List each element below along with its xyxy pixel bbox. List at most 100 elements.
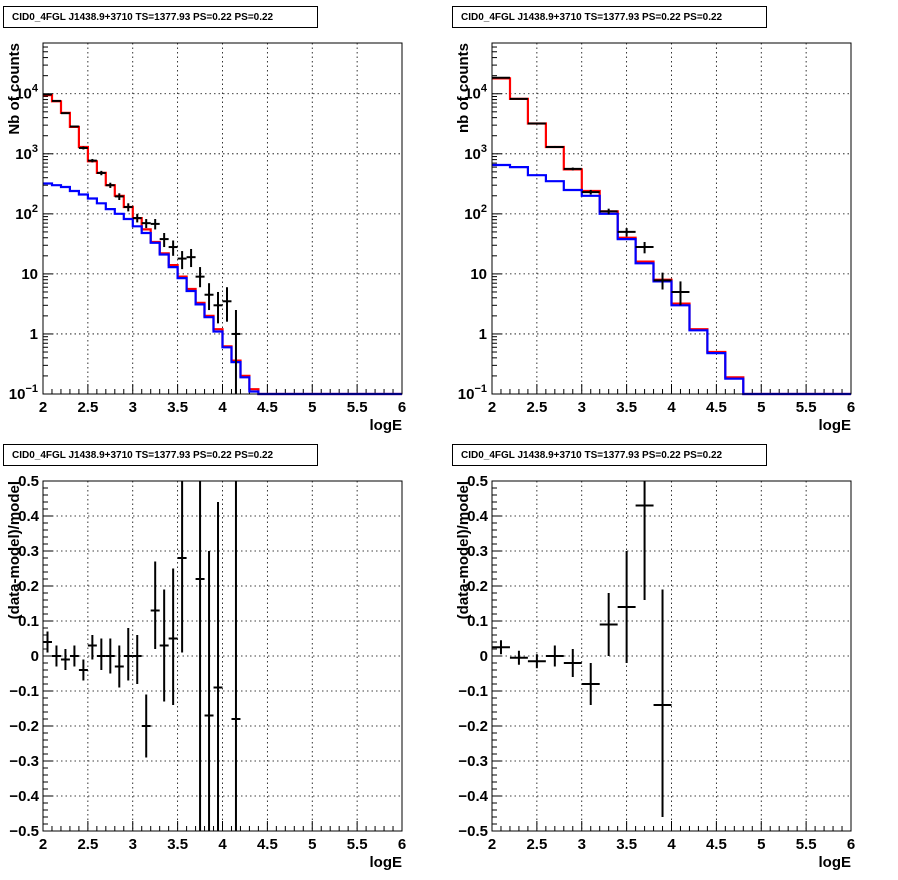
x-tick-label: 5 xyxy=(308,836,316,853)
x-minor-ticks xyxy=(491,821,852,831)
series-line-0 xyxy=(492,77,851,396)
y-tick-label: 0.3 xyxy=(18,543,39,560)
y-tick-label: −0.2 xyxy=(458,718,488,735)
x-tick-label: 6 xyxy=(847,836,855,853)
y-tick-label: 102 xyxy=(464,203,487,223)
y-tick-label: 0.5 xyxy=(18,473,39,490)
y-tick-label: 104 xyxy=(15,83,39,103)
x-tick-label: 6 xyxy=(398,836,406,853)
x-tick-label: 3.5 xyxy=(167,836,188,853)
data-points xyxy=(492,76,690,306)
y-tick-label: 103 xyxy=(15,143,38,163)
x-tick-label: 6 xyxy=(398,399,406,416)
y-tick-label: −0.5 xyxy=(458,823,488,840)
x-tick-label: 3 xyxy=(578,836,586,853)
plot-frame xyxy=(42,42,403,395)
x-tick-label: 3.5 xyxy=(616,836,637,853)
x-tick-label: 5.5 xyxy=(796,836,817,853)
x-tick-label: 2.5 xyxy=(77,836,98,853)
x-tick-label: 5 xyxy=(757,399,765,416)
x-minor-ticks xyxy=(42,821,403,831)
x-tick-label: 3 xyxy=(129,399,137,416)
y-tick-label: 10−1 xyxy=(9,383,38,403)
y-tick-label: 0.3 xyxy=(467,543,488,560)
x-tick-label: 4 xyxy=(218,399,227,416)
panel-title-bottom-left: CID0_4FGL J1438.9+3710 TS=1377.93 PS=0.2… xyxy=(3,444,318,466)
y-tick-label: 103 xyxy=(464,143,487,163)
data-points xyxy=(43,93,241,394)
x-minor-ticks xyxy=(42,384,403,394)
panel-1: 2 2.5 3 3.5 4 4.5 5 5.5 6 10−1 1 10 102 103 104 logE nb … xyxy=(455,42,855,434)
y-tick-label: 10−1 xyxy=(458,383,487,403)
panel-title-top-right: CID0_4FGL J1438.9+3710 TS=1377.93 PS=0.2… xyxy=(452,6,767,28)
plot-frame xyxy=(491,480,852,832)
y-tick-label: 104 xyxy=(464,83,488,103)
grid-lines xyxy=(492,43,851,394)
y-tick-label: 102 xyxy=(15,203,38,223)
x-tick-label: 3 xyxy=(578,399,586,416)
x-tick-label: 5 xyxy=(757,836,765,853)
y-tick-label: 0.4 xyxy=(18,508,40,525)
y-ticks xyxy=(492,42,502,395)
panel-0: 2 2.5 3 3.5 4 4.5 5 5.5 6 10−1 1 10 102 103 104 logE Nb … xyxy=(6,42,406,434)
x-tick-label: 2.5 xyxy=(77,399,98,416)
x-tick-label: 4.5 xyxy=(706,399,727,416)
x-tick-label: 5.5 xyxy=(347,399,368,416)
y-tick-label: 0.2 xyxy=(467,578,488,595)
x-tick-label: 4 xyxy=(667,399,676,416)
y-tick-label: −0.5 xyxy=(9,823,39,840)
y-ticks xyxy=(43,480,53,832)
residual-points xyxy=(492,481,672,817)
x-tick-label: 4 xyxy=(218,836,227,853)
x-tick-label: 2 xyxy=(39,399,47,416)
y-axis-label: Nb of counts xyxy=(6,43,23,135)
plot-frame xyxy=(42,480,403,832)
x-axis-label: logE xyxy=(370,417,403,434)
x-axis-label: logE xyxy=(370,854,403,871)
plot-frame xyxy=(491,42,852,395)
y-tick-label: 10 xyxy=(470,266,487,283)
y-tick-label: 10 xyxy=(21,266,38,283)
x-tick-label: 4.5 xyxy=(706,836,727,853)
y-tick-label: 0.2 xyxy=(18,578,39,595)
panel-title-top-left: CID0_4FGL J1438.9+3710 TS=1377.93 PS=0.2… xyxy=(3,6,318,28)
y-tick-label: −0.3 xyxy=(458,753,488,770)
x-tick-label: 4 xyxy=(667,836,676,853)
y-tick-label: 1 xyxy=(479,326,487,343)
y-axis-label: (data-model)/model xyxy=(6,481,23,619)
y-tick-label: 0 xyxy=(31,648,39,665)
x-tick-label: 2.5 xyxy=(526,399,547,416)
y-tick-label: −0.1 xyxy=(9,683,39,700)
grid-lines xyxy=(43,43,402,394)
y-tick-label: 0.1 xyxy=(467,613,488,630)
x-tick-label: 3.5 xyxy=(167,399,188,416)
y-ticks xyxy=(492,480,502,832)
residual-points xyxy=(43,481,241,831)
x-tick-label: 2 xyxy=(39,836,47,853)
panel-3: 2 2.5 3 3.5 4 4.5 5 5.5 6 −0.5 −0.4 −0.3 −0.2 −0.1 0 0.… xyxy=(455,473,855,871)
x-tick-label: 4.5 xyxy=(257,836,278,853)
y-tick-label: −0.4 xyxy=(9,788,39,805)
x-tick-label: 2 xyxy=(488,399,496,416)
x-tick-label: 5.5 xyxy=(796,399,817,416)
x-tick-label: 3.5 xyxy=(616,399,637,416)
y-tick-label: 0.1 xyxy=(18,613,39,630)
y-axis-label: nb of counts xyxy=(455,43,472,133)
x-tick-label: 3 xyxy=(129,836,137,853)
x-tick-label: 6 xyxy=(847,399,855,416)
y-tick-label: 0.4 xyxy=(467,508,489,525)
x-tick-label: 2.5 xyxy=(526,836,547,853)
x-tick-label: 5.5 xyxy=(347,836,368,853)
panel-2: 2 2.5 3 3.5 4 4.5 5 5.5 6 −0.5 −0.4 −0.3 −0.2 −0.1 0 0.… xyxy=(6,473,406,871)
x-axis-label: logE xyxy=(819,417,852,434)
y-tick-label: −0.4 xyxy=(458,788,488,805)
y-tick-label: 0 xyxy=(480,648,488,665)
x-tick-label: 5 xyxy=(308,399,316,416)
x-axis-label: logE xyxy=(819,854,852,871)
y-tick-label: 1 xyxy=(30,326,38,343)
panel-title-bottom-right: CID0_4FGL J1438.9+3710 TS=1377.93 PS=0.2… xyxy=(452,444,767,466)
x-tick-label: 4.5 xyxy=(257,399,278,416)
x-minor-ticks xyxy=(491,384,852,394)
